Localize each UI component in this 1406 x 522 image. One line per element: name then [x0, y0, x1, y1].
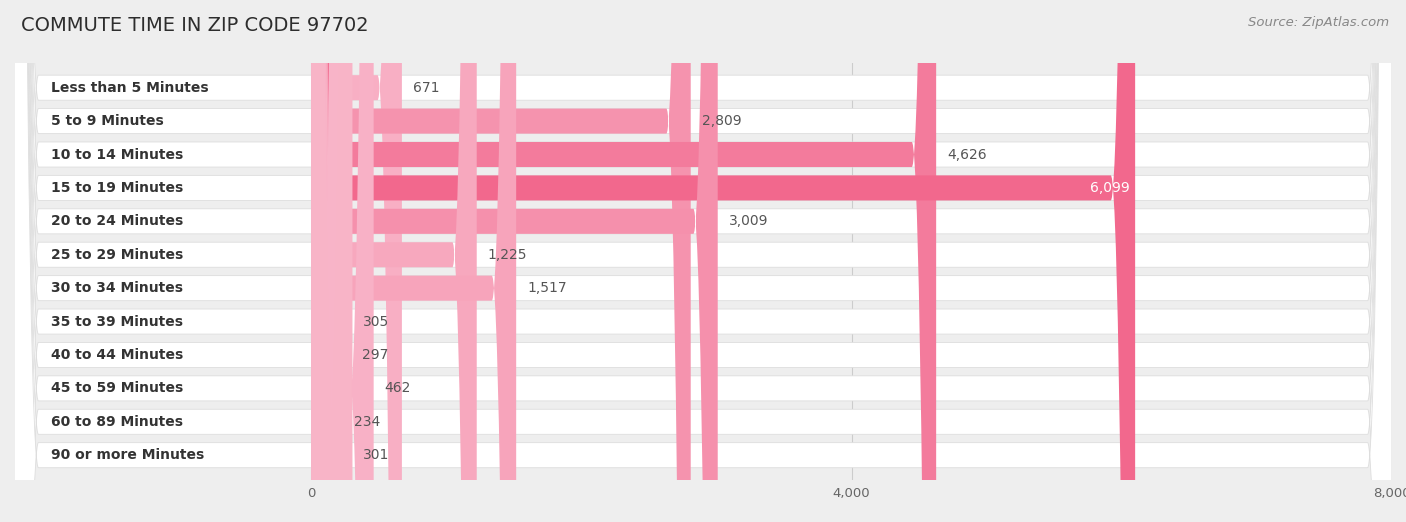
Text: 301: 301	[363, 448, 389, 462]
FancyBboxPatch shape	[14, 0, 1392, 522]
Text: 305: 305	[363, 315, 389, 328]
FancyBboxPatch shape	[311, 0, 352, 522]
FancyBboxPatch shape	[14, 0, 1392, 522]
FancyBboxPatch shape	[311, 0, 374, 522]
FancyBboxPatch shape	[311, 0, 352, 522]
Text: 3,009: 3,009	[728, 215, 768, 228]
Text: 15 to 19 Minutes: 15 to 19 Minutes	[51, 181, 183, 195]
Text: 1,517: 1,517	[527, 281, 567, 295]
FancyBboxPatch shape	[14, 0, 1392, 522]
FancyBboxPatch shape	[311, 0, 1135, 522]
Text: 10 to 14 Minutes: 10 to 14 Minutes	[51, 148, 183, 161]
Text: 25 to 29 Minutes: 25 to 29 Minutes	[51, 248, 183, 262]
FancyBboxPatch shape	[311, 0, 717, 522]
Text: 5 to 9 Minutes: 5 to 9 Minutes	[51, 114, 163, 128]
Text: 45 to 59 Minutes: 45 to 59 Minutes	[51, 382, 183, 395]
FancyBboxPatch shape	[14, 0, 1392, 522]
Text: 20 to 24 Minutes: 20 to 24 Minutes	[51, 215, 183, 228]
Text: Source: ZipAtlas.com: Source: ZipAtlas.com	[1249, 16, 1389, 29]
FancyBboxPatch shape	[14, 0, 1392, 522]
Text: 30 to 34 Minutes: 30 to 34 Minutes	[51, 281, 183, 295]
FancyBboxPatch shape	[311, 0, 690, 522]
Text: 462: 462	[384, 382, 411, 395]
FancyBboxPatch shape	[311, 0, 936, 522]
Text: 671: 671	[413, 81, 439, 94]
FancyBboxPatch shape	[14, 0, 1392, 522]
Text: 234: 234	[354, 415, 380, 429]
Text: 60 to 89 Minutes: 60 to 89 Minutes	[51, 415, 183, 429]
Text: Less than 5 Minutes: Less than 5 Minutes	[51, 81, 208, 94]
Text: 2,809: 2,809	[702, 114, 741, 128]
FancyBboxPatch shape	[311, 0, 343, 522]
Text: COMMUTE TIME IN ZIP CODE 97702: COMMUTE TIME IN ZIP CODE 97702	[21, 16, 368, 34]
Text: 297: 297	[363, 348, 388, 362]
Text: 4,626: 4,626	[948, 148, 987, 161]
FancyBboxPatch shape	[14, 0, 1392, 522]
FancyBboxPatch shape	[14, 0, 1392, 522]
Text: 40 to 44 Minutes: 40 to 44 Minutes	[51, 348, 183, 362]
FancyBboxPatch shape	[14, 0, 1392, 522]
FancyBboxPatch shape	[311, 0, 402, 522]
FancyBboxPatch shape	[311, 0, 353, 522]
FancyBboxPatch shape	[14, 0, 1392, 522]
FancyBboxPatch shape	[311, 0, 516, 522]
FancyBboxPatch shape	[14, 0, 1392, 522]
FancyBboxPatch shape	[311, 0, 477, 522]
Text: 90 or more Minutes: 90 or more Minutes	[51, 448, 204, 462]
FancyBboxPatch shape	[14, 0, 1392, 522]
Text: 35 to 39 Minutes: 35 to 39 Minutes	[51, 315, 183, 328]
Text: 6,099: 6,099	[1090, 181, 1130, 195]
Text: 1,225: 1,225	[488, 248, 527, 262]
